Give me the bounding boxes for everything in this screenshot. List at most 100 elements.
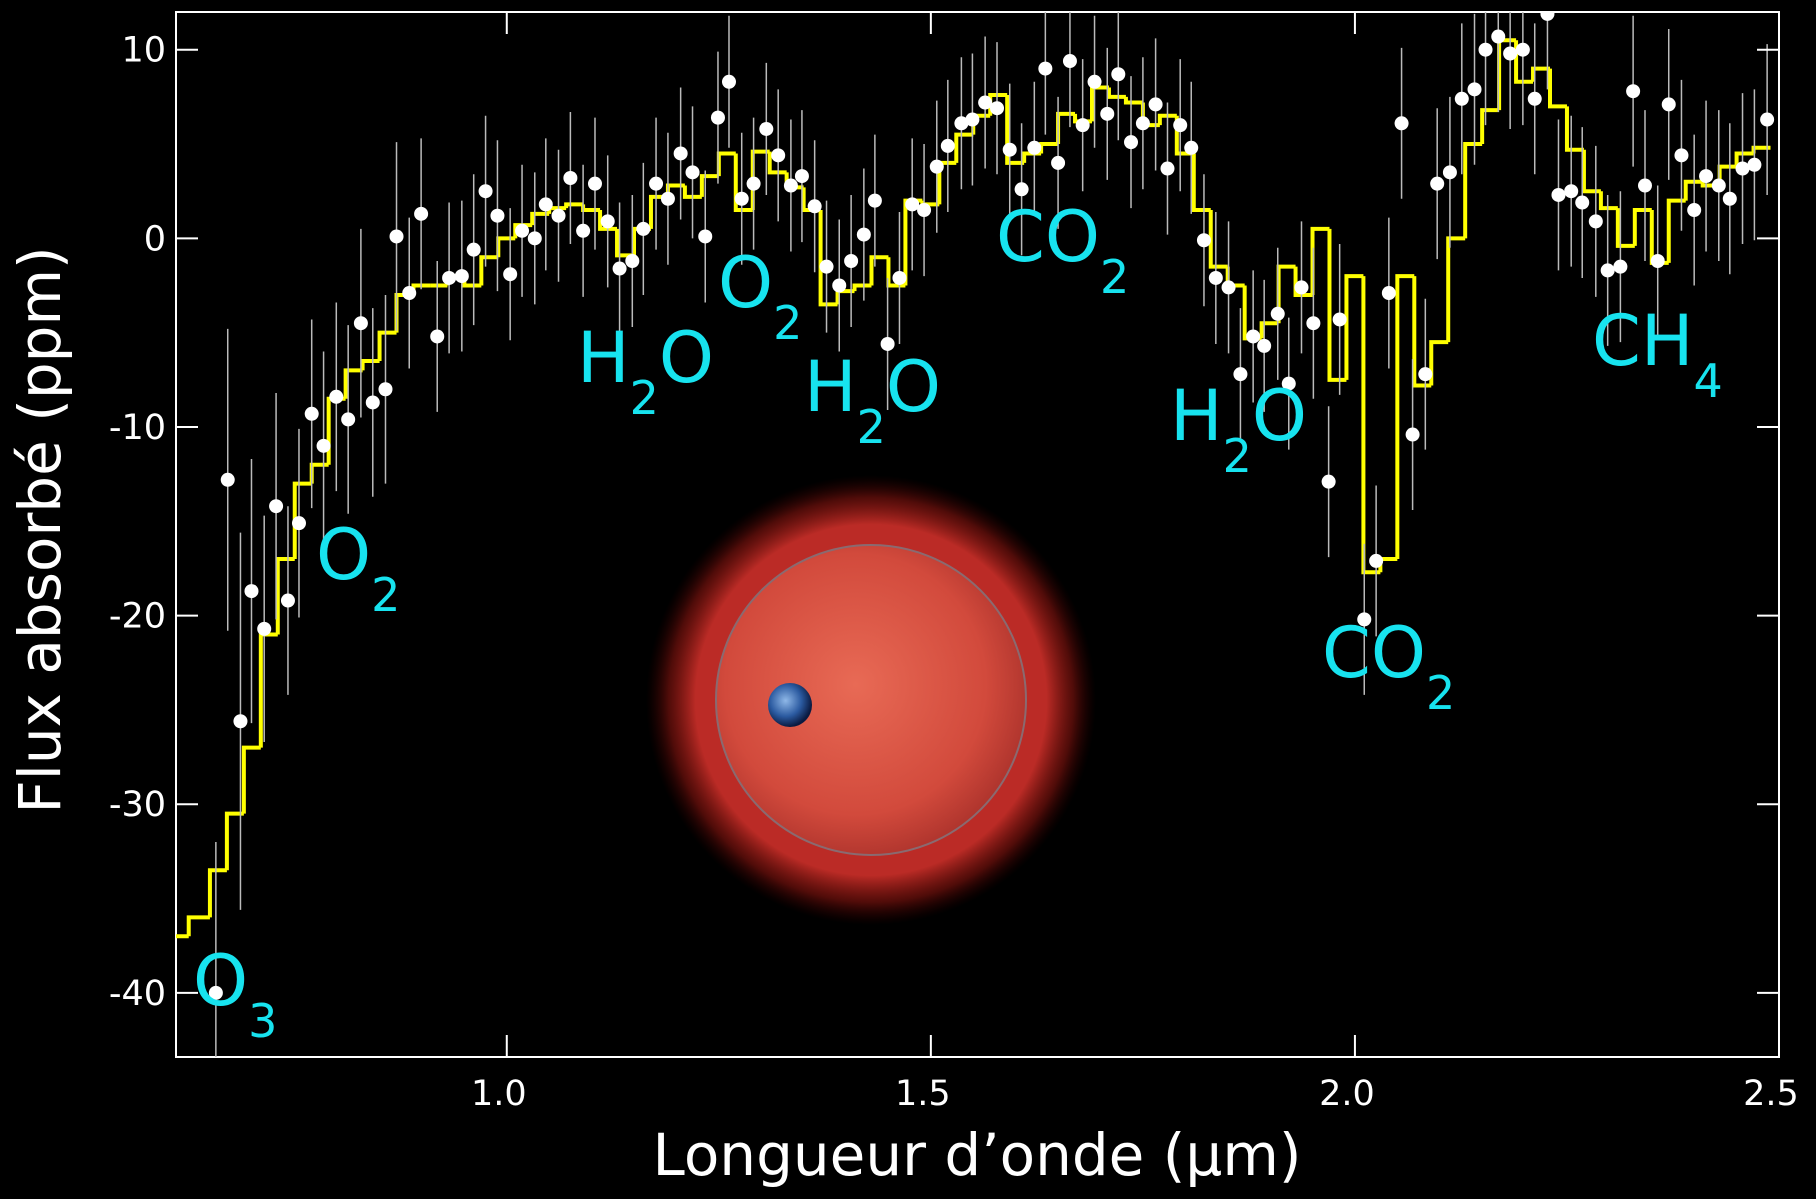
model-step: [1734, 151, 1754, 167]
y-tick-label: -20: [109, 597, 166, 637]
data-point: [990, 101, 1005, 116]
molecule-text: H: [577, 317, 630, 399]
model-step: [1327, 228, 1347, 382]
data-point: [1394, 116, 1409, 131]
model-step: [241, 745, 261, 814]
x-tick-label: 2.0: [1319, 1074, 1375, 1114]
data-point: [1062, 54, 1077, 69]
data-point: [1027, 140, 1042, 155]
data-point: [1038, 61, 1053, 76]
molecule-subscript: 2: [1100, 250, 1129, 304]
model-step: [1056, 111, 1076, 145]
y-axis-title: Flux absorbé (ppm): [6, 246, 74, 813]
data-point: [1221, 280, 1236, 295]
data-point: [414, 206, 429, 221]
data-point: [389, 229, 404, 244]
data-point: [673, 146, 688, 161]
data-point: [515, 223, 530, 238]
data-point: [1674, 148, 1689, 163]
data-point: [442, 270, 457, 285]
data-point: [1600, 263, 1615, 278]
model-step: [513, 223, 533, 239]
model-step: [1615, 208, 1635, 248]
model-step: [682, 185, 702, 199]
data-point: [1332, 312, 1347, 327]
data-point: [1540, 12, 1555, 21]
model-step: [1548, 68, 1567, 109]
y-tick-label: 0: [144, 219, 166, 259]
data-point: [1002, 142, 1017, 157]
model-step: [1683, 179, 1703, 201]
data-point: [612, 261, 627, 276]
model-step: [1344, 274, 1364, 380]
model-step: [1446, 236, 1466, 343]
model-step: [1429, 340, 1449, 386]
model-step: [309, 462, 329, 484]
data-point: [660, 191, 675, 206]
model-step: [186, 915, 210, 937]
data-point: [1467, 82, 1482, 97]
model-step: [1005, 94, 1025, 165]
data-point: [807, 199, 822, 214]
model-step: [954, 132, 974, 163]
data-point: [538, 197, 553, 212]
data-point: [1208, 270, 1223, 285]
model-step: [1123, 96, 1143, 105]
data-point: [1760, 112, 1775, 127]
molecule-text: O: [718, 242, 773, 324]
data-point: [1196, 233, 1211, 248]
model-step: [1157, 113, 1177, 126]
model-step: [733, 153, 753, 213]
data-point: [1087, 74, 1102, 89]
molecule-subscript: 2: [371, 568, 400, 622]
data-point: [783, 178, 798, 193]
earth: [768, 683, 812, 727]
model-step: [1293, 266, 1313, 297]
model-step: [818, 210, 838, 307]
molecule-text: H: [1170, 375, 1223, 457]
data-point: [576, 223, 591, 238]
molecule-text: CO: [996, 196, 1100, 278]
data-point: [771, 148, 786, 163]
model-step: [1022, 151, 1042, 163]
data-point: [304, 406, 319, 421]
star: [715, 544, 1027, 856]
molecule-text: O: [886, 346, 941, 428]
data-point: [291, 516, 306, 531]
model-step: [1531, 66, 1550, 82]
data-point: [329, 389, 344, 404]
plot-area: [176, 12, 1775, 1057]
data-point: [856, 227, 871, 242]
star-illustration: [646, 475, 1096, 925]
data-point: [1294, 280, 1309, 295]
model-step: [530, 211, 550, 226]
data-point: [1124, 135, 1139, 150]
model-step: [292, 481, 312, 560]
data-point: [978, 95, 993, 110]
data-point: [1687, 203, 1702, 218]
data-point: [1430, 176, 1445, 191]
model-step: [1208, 210, 1228, 269]
data-point: [832, 278, 847, 293]
data-point: [478, 184, 493, 199]
model-step: [835, 289, 855, 305]
model-step: [326, 396, 346, 465]
y-tick-label: -40: [109, 974, 166, 1014]
data-point: [1747, 157, 1762, 172]
model-step: [1480, 108, 1500, 145]
data-point: [1257, 338, 1272, 353]
data-point: [1246, 329, 1261, 344]
model-step: [598, 210, 618, 231]
x-tick-label: 1.5: [895, 1074, 951, 1114]
data-point: [1661, 97, 1676, 112]
data-point: [880, 336, 895, 351]
data-point: [1637, 178, 1652, 193]
y-tick-label: -10: [109, 408, 166, 448]
data-point: [685, 165, 700, 180]
plot-frame: [175, 11, 1780, 1058]
model-step: [581, 204, 601, 213]
model-step: [767, 151, 787, 175]
data-point: [269, 499, 284, 514]
data-point: [1173, 118, 1188, 133]
model-step: [1106, 87, 1126, 99]
